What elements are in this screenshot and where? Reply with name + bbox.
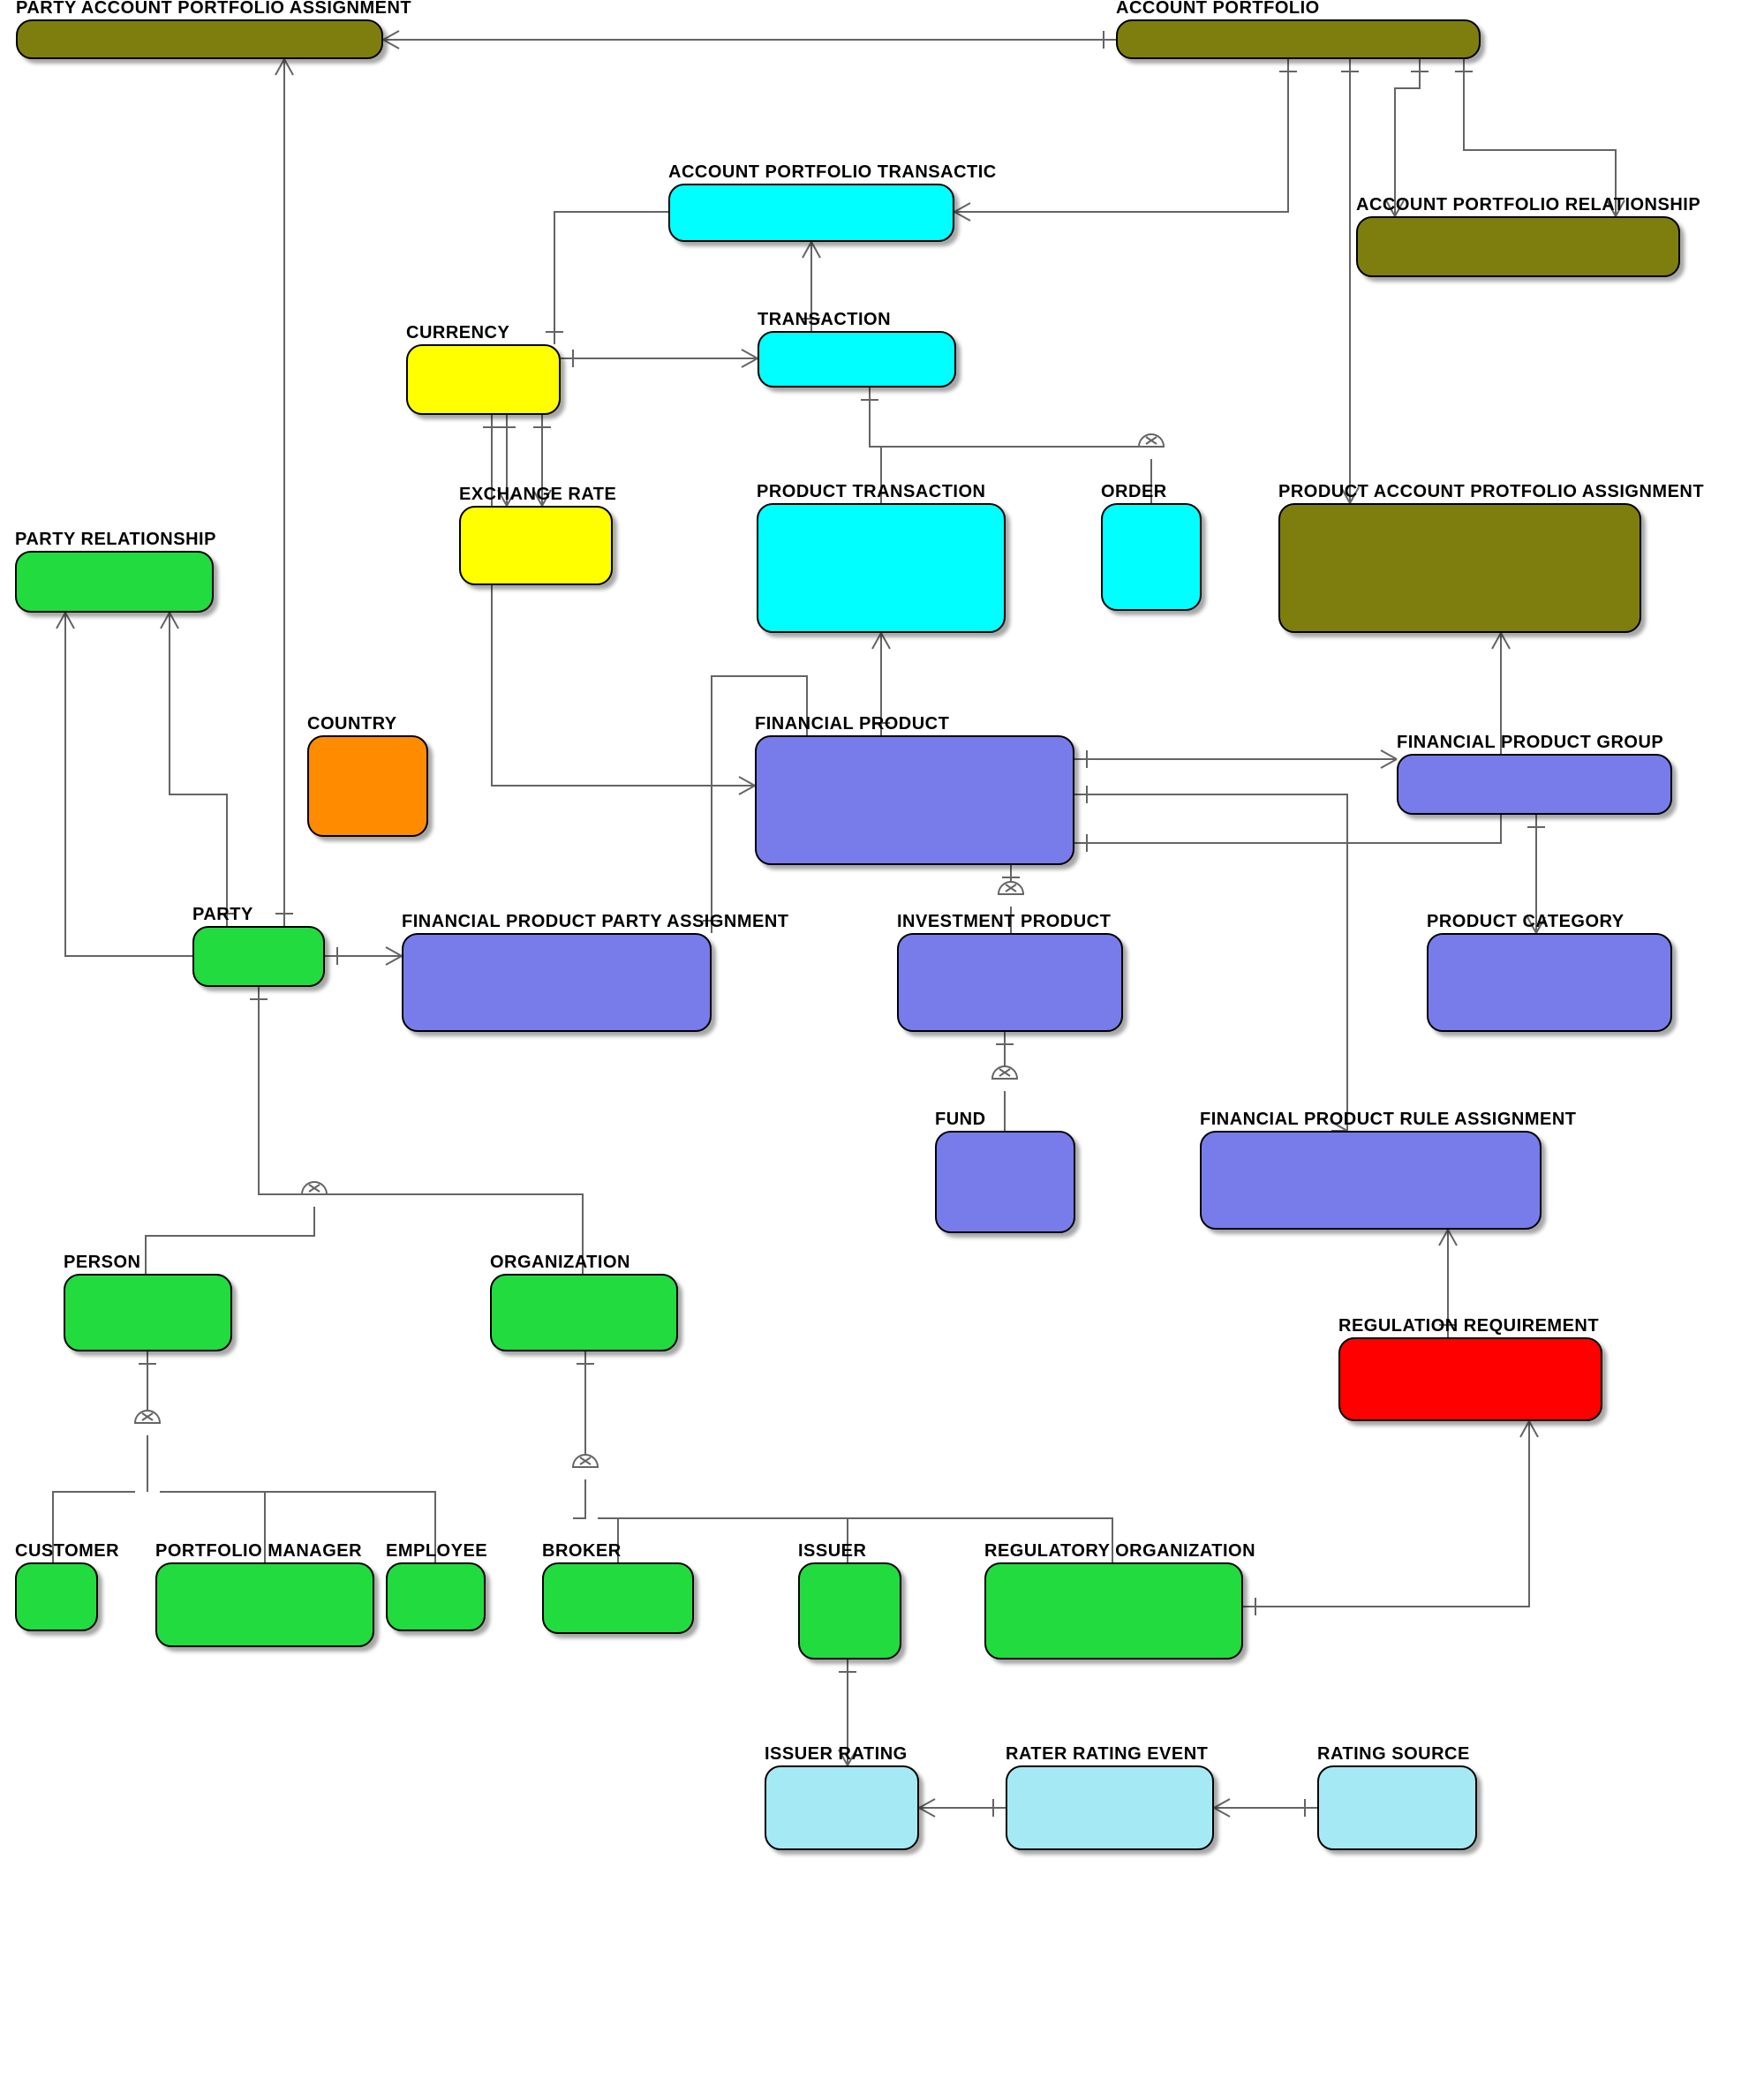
label-party_relationship: PARTY RELATIONSHIP	[15, 530, 216, 550]
subtype-hub	[999, 882, 1023, 894]
entity-party_acct_portfolio_assign	[16, 19, 383, 59]
entity-acct_portfolio_transactic	[668, 184, 954, 242]
erd-canvas: PARTY ACCOUNT PORTFOLIO ASSIGNMENT ACCOUN…	[0, 0, 1764, 2085]
label-customer: CUSTOMER	[15, 1541, 119, 1562]
label-financial_product: FINANCIAL PRODUCT	[755, 714, 949, 734]
edge	[146, 1207, 314, 1274]
label-transaction: TRANSACTION	[758, 310, 891, 330]
label-fund: FUND	[935, 1110, 986, 1130]
label-broker: BROKER	[542, 1541, 622, 1562]
entity-person	[64, 1274, 232, 1351]
edge	[259, 987, 302, 1194]
edge	[573, 1479, 585, 1518]
label-acct_portfolio_transactic: ACCOUNT PORTFOLIO TRANSACTIC	[668, 162, 997, 183]
entity-organization	[490, 1274, 678, 1351]
edge	[492, 415, 755, 786]
entity-party	[192, 926, 325, 987]
entity-acct_portfolio_relationship	[1356, 216, 1680, 277]
entity-broker	[542, 1562, 694, 1634]
edge	[1243, 1421, 1529, 1607]
entity-rating_source	[1317, 1765, 1477, 1850]
entity-party_relationship	[15, 551, 214, 613]
label-account_portfolio: ACCOUNT PORTFOLIO	[1116, 0, 1320, 19]
entity-fund	[935, 1131, 1075, 1233]
label-employee: EMPLOYEE	[386, 1541, 487, 1562]
edge	[1395, 59, 1420, 216]
entity-product_transaction	[757, 503, 1006, 633]
entity-fin_prod_party_assign	[402, 933, 712, 1032]
subtype-hub	[992, 1066, 1017, 1079]
edge	[65, 613, 192, 956]
label-party: PARTY	[192, 905, 253, 925]
label-organization: ORGANIZATION	[490, 1253, 630, 1273]
entity-customer	[15, 1562, 98, 1631]
entity-financial_product_group	[1397, 754, 1672, 815]
entity-issuer_rating	[765, 1765, 919, 1850]
label-product_transaction: PRODUCT TRANSACTION	[757, 482, 986, 502]
label-exchange_rate: EXCHANGE RATE	[459, 485, 616, 505]
edge	[554, 212, 668, 344]
entity-rater_rating_event	[1006, 1765, 1214, 1850]
entity-currency	[406, 344, 561, 415]
entity-issuer	[798, 1562, 901, 1660]
edge	[870, 388, 1139, 447]
label-currency: CURRENCY	[406, 323, 509, 343]
label-financial_product_group: FINANCIAL PRODUCT GROUP	[1397, 733, 1663, 753]
entity-transaction	[758, 331, 956, 388]
entity-exchange_rate	[459, 506, 613, 585]
entity-country	[307, 735, 428, 837]
label-party_acct_portfolio_assign: PARTY ACCOUNT PORTFOLIO ASSIGNMENT	[16, 0, 411, 19]
label-person: PERSON	[64, 1253, 140, 1273]
label-fin_prod_party_assign: FINANCIAL PRODUCT PARTY ASSIGNMENT	[402, 912, 789, 932]
entity-financial_product	[755, 735, 1074, 865]
label-investment_product: INVESTMENT PRODUCT	[897, 912, 1111, 932]
entity-product_acct_portfolio_assign	[1278, 503, 1641, 633]
label-rater_rating_event: RATER RATING EVENT	[1006, 1744, 1208, 1765]
label-product_category: PRODUCT CATEGORY	[1427, 912, 1625, 932]
label-order: ORDER	[1101, 482, 1167, 502]
label-rating_source: RATING SOURCE	[1317, 1744, 1470, 1765]
label-issuer_rating: ISSUER RATING	[765, 1744, 908, 1765]
label-product_acct_portfolio_assign: PRODUCT ACCOUNT PROTFOLIO ASSIGNMENT	[1278, 482, 1704, 502]
subtype-hub	[1139, 434, 1164, 447]
subtype-hub	[302, 1182, 327, 1194]
edge	[170, 613, 227, 926]
entity-regulation_requirement	[1338, 1337, 1602, 1421]
edge	[1464, 59, 1616, 216]
entity-regulatory_org	[984, 1562, 1243, 1660]
entity-product_category	[1427, 933, 1672, 1032]
subtype-hub	[135, 1411, 160, 1423]
label-issuer: ISSUER	[798, 1541, 866, 1562]
entity-account_portfolio	[1116, 19, 1481, 59]
entity-portfolio_manager	[155, 1562, 374, 1647]
label-acct_portfolio_relationship: ACCOUNT PORTFOLIO RELATIONSHIP	[1356, 195, 1700, 215]
entity-fin_prod_rule_assign	[1200, 1131, 1542, 1230]
entity-order	[1101, 503, 1202, 611]
label-country: COUNTRY	[307, 714, 397, 734]
subtype-hub	[573, 1455, 598, 1467]
label-fin_prod_rule_assign: FINANCIAL PRODUCT RULE ASSIGNMENT	[1200, 1110, 1577, 1130]
entity-employee	[386, 1562, 486, 1631]
label-regulation_requirement: REGULATION REQUIREMENT	[1338, 1316, 1599, 1336]
entity-investment_product	[897, 933, 1123, 1032]
label-regulatory_org: REGULATORY ORGANIZATION	[984, 1541, 1255, 1562]
edge	[954, 59, 1288, 212]
label-portfolio_manager: PORTFOLIO MANAGER	[155, 1541, 362, 1562]
